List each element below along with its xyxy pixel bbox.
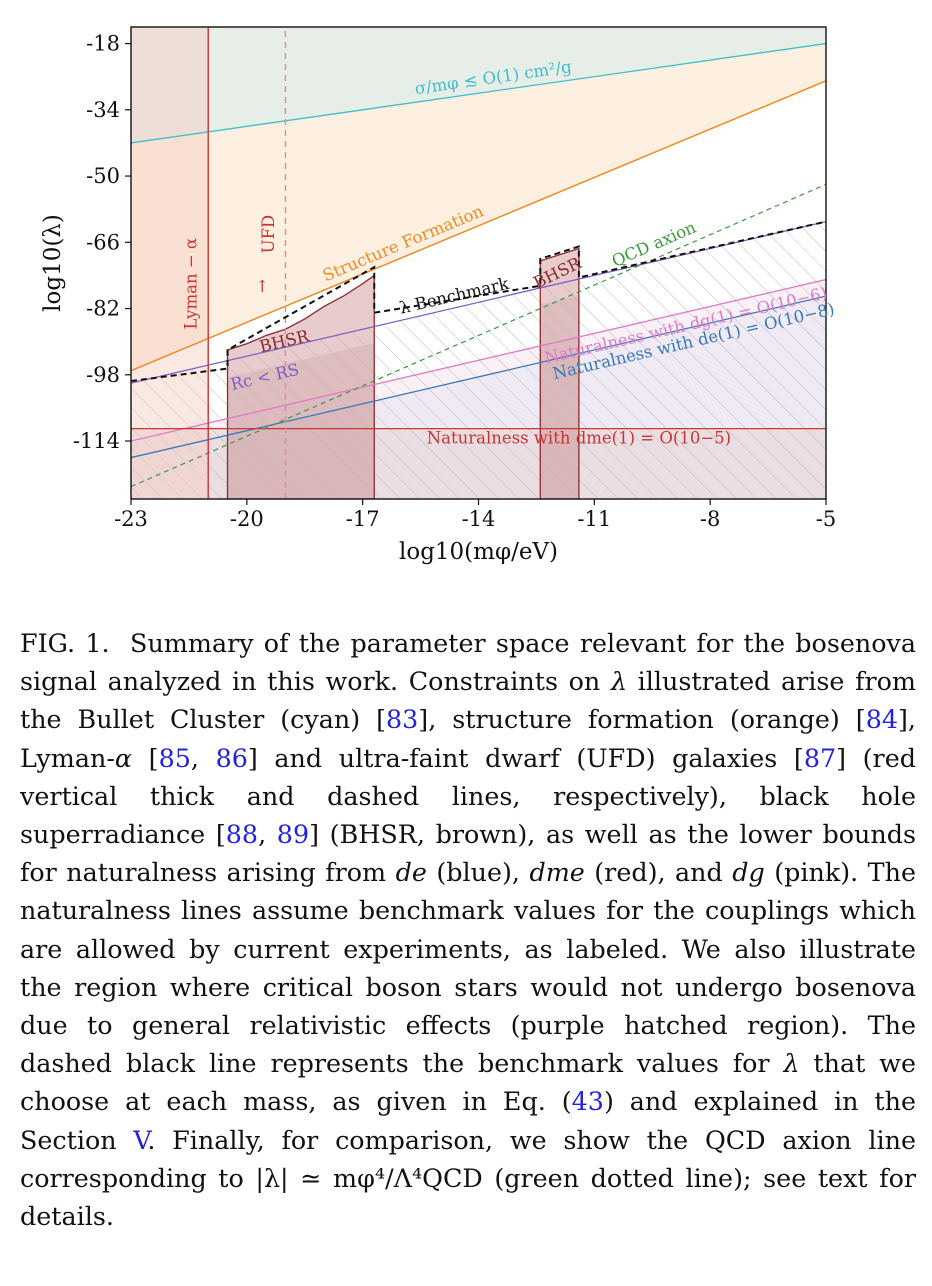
- bhsr-region-1: [226, 274, 375, 499]
- lyman-alpha-region: [131, 27, 209, 499]
- ref-link-89[interactable]: 89: [276, 819, 310, 850]
- figure-caption: FIG. 1. Summary of the parameter space r…: [20, 624, 916, 1235]
- bullet-cluster-line: [131, 42, 826, 144]
- caption-text: ,: [190, 742, 216, 773]
- caption-d-me: dme: [529, 857, 585, 888]
- naturalness-dme-label: Naturalness with dme(1) = O(10−5): [427, 429, 731, 448]
- ref-link-eq-43[interactable]: 43: [571, 1086, 604, 1117]
- x-tick-label: -20: [230, 507, 264, 531]
- qcd-axion-line: [131, 183, 826, 488]
- naturalness-de-line: [131, 295, 826, 459]
- caption-text: [: [132, 742, 159, 773]
- bullet-cluster-region: [131, 27, 826, 143]
- ref-link-85[interactable]: 85: [158, 742, 191, 773]
- caption-lambda: λ: [610, 666, 628, 697]
- caption-text: (blue),: [426, 857, 530, 888]
- lyman-alpha-label: Lyman − α: [182, 238, 201, 330]
- bhsr-region-2: [539, 247, 580, 499]
- caption-text: ], structure formation (orange) [: [418, 704, 866, 735]
- x-tick-label: -17: [346, 507, 380, 531]
- y-tick-label: -66: [86, 230, 120, 254]
- ref-link-84[interactable]: 84: [865, 704, 899, 735]
- ref-link-87[interactable]: 87: [803, 742, 837, 773]
- x-tick-label: -8: [700, 507, 720, 531]
- y-tick-label: -50: [86, 164, 120, 188]
- caption-text: ], Lyman-: [20, 704, 916, 773]
- naturalness-dg-line: [131, 278, 826, 442]
- caption-text: ] (red vertical thick and dashed lines, …: [20, 742, 916, 850]
- x-tick-label: -5: [816, 507, 836, 531]
- caption-alpha: α: [114, 742, 133, 773]
- x-tick-label: -11: [577, 507, 611, 531]
- ufd-label: UFD: [259, 215, 278, 254]
- caption-text: (red), and: [584, 857, 733, 888]
- caption-text: (pink). The naturalness lines assume ben…: [20, 857, 916, 1079]
- ref-link-86[interactable]: 86: [215, 742, 248, 773]
- benchmark-line: [131, 220, 826, 382]
- y-tick-label: -82: [86, 297, 120, 321]
- caption-text: illustrated arise from the Bullet Cluste…: [20, 666, 916, 735]
- caption-text: that we choose at each mass, as given in…: [20, 1048, 916, 1117]
- x-tick-label: -14: [462, 507, 496, 531]
- y-tick-label: -34: [86, 98, 120, 122]
- x-tick-label: -23: [114, 507, 148, 531]
- caption-text: ) and explained in the Section: [20, 1086, 916, 1155]
- y-tick-label: -98: [86, 363, 120, 387]
- caption-fig-label: FIG. 1.: [20, 628, 110, 658]
- caption-text: ] and ultra-faint dwarf (UFD) galaxies [: [247, 742, 804, 773]
- y-axis-label: log10(λ): [40, 214, 66, 312]
- structure-formation-line: [131, 80, 826, 372]
- x-axis-label: log10(mφ/eV): [399, 539, 558, 565]
- caption-d-e: de: [395, 857, 427, 888]
- caption-text: Summary of the parameter space relevant …: [20, 628, 916, 697]
- ref-link-83[interactable]: 83: [385, 704, 419, 735]
- caption-d-g: dg: [732, 857, 765, 888]
- caption-text: ] (BHSR, brown), as well as the lower bo…: [20, 819, 916, 888]
- y-tick-label: -18: [86, 32, 120, 56]
- caption-text: ,: [258, 819, 277, 850]
- figure-chart: -23 -20 -17 -14 -11 -8 -5 -18 -34 -50 -66 -82 -98 -11…: [40, 26, 836, 565]
- ref-link-section-v[interactable]: V: [133, 1124, 148, 1155]
- y-tick-label: -114: [73, 429, 120, 453]
- ufd-arrow-icon: ↑: [255, 277, 269, 296]
- caption-lambda: λ: [783, 1048, 800, 1079]
- ref-link-88[interactable]: 88: [225, 819, 259, 850]
- caption-text: . Finally, for comparison, we show the Q…: [20, 1124, 916, 1232]
